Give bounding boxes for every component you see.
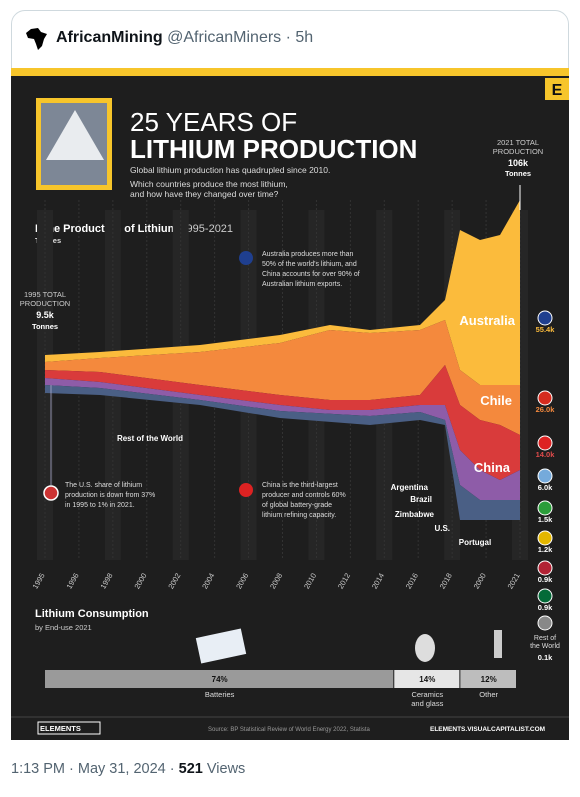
start-value: 9.5k	[36, 310, 55, 320]
flag-australia	[239, 251, 253, 265]
stream-label: Australia	[459, 313, 515, 328]
stream-label: Chile	[480, 393, 512, 408]
note-line: Australian lithium exports.	[262, 281, 342, 288]
total-unit: Tonnes	[505, 169, 531, 178]
consumption-name: Batteries	[205, 690, 235, 699]
chart-title: Mine Production of Lithium 1995-2021	[35, 223, 233, 235]
right-values: 55.4k 26.0k 14.0k 6.0k 1.5k 1.2k 0.9k 0.9k 0.1k	[536, 310, 556, 662]
tweet-header: AfricanMining @AfricanMiners · 5h	[56, 29, 313, 47]
handle-time[interactable]: @AfricanMiners · 5h	[167, 29, 314, 46]
stream-label: Zimbabwe	[395, 510, 435, 519]
start-label: 1995 TOTAL	[24, 290, 66, 299]
value-2021: 55.4k	[536, 325, 556, 334]
consumption-name: Ceramics and glass	[411, 690, 443, 708]
views-label: Views	[206, 761, 246, 777]
flag	[537, 588, 553, 604]
value-2021: 0.9k	[538, 603, 553, 612]
footer-source: Source: BP Statistical Review of World E…	[208, 727, 371, 733]
note-line: China is the third-largest	[262, 482, 338, 489]
start-label: PRODUCTION	[20, 299, 70, 308]
chart-years: 1995-2021	[180, 223, 233, 235]
note-line: production is down from 37%	[65, 492, 155, 499]
subtitle: and how have they changed over time?	[130, 189, 279, 199]
value-2021: 26.0k	[536, 405, 556, 414]
subtitle: Which countries produce the most lithium…	[130, 179, 288, 189]
consumption-value: 12%	[481, 675, 497, 684]
stream-label: Rest of the World	[117, 434, 183, 443]
avatar[interactable]	[24, 26, 50, 52]
note-line: 50% of the world's lithium, and	[262, 261, 357, 268]
brand-box	[37, 721, 101, 735]
stream-label: Portugal	[459, 538, 491, 547]
battery-icon	[195, 628, 247, 664]
footer-brand: ELEMENTS	[40, 724, 81, 733]
flag	[537, 615, 553, 631]
start-unit: Tonnes	[32, 322, 58, 331]
rest-label: the World	[530, 643, 560, 650]
consumption-name: Other	[479, 690, 498, 699]
consumption-value: 14%	[419, 675, 435, 684]
infographic: E 25 YEARS OF LITHIUM PRODUCTION Global …	[11, 68, 569, 740]
flag	[537, 310, 553, 326]
top-bar	[11, 68, 569, 76]
footer-site: ELEMENTS.VISUALCAPITALIST.COM	[430, 726, 545, 733]
note-line: China accounts for over 90% of	[262, 271, 360, 278]
consumption-segment	[45, 670, 394, 688]
consumption-bar: 74% Batteries 14% Ceramics and glass 12% Other	[45, 670, 516, 708]
spray-icon	[494, 630, 502, 658]
consumption-subtitle: by End-use 2021	[35, 623, 92, 632]
author-name[interactable]: AfricanMining	[56, 29, 163, 46]
total-label: 2021 TOTAL	[497, 138, 539, 147]
title-line2: LITHIUM PRODUCTION	[130, 134, 417, 164]
stream-label: Argentina	[391, 483, 429, 492]
consumption-segment	[394, 670, 460, 688]
logo-box	[545, 78, 569, 100]
flag	[537, 468, 553, 484]
flag	[537, 560, 553, 576]
stream-china	[45, 365, 520, 480]
tweet-footer: 1:13 PM · May 31, 2024 · 521 Views	[11, 761, 245, 777]
value-2021: 1.2k	[538, 545, 553, 554]
flag-us	[43, 485, 59, 501]
note-line: producer and controls 60%	[262, 492, 346, 499]
stream-label: China	[474, 460, 511, 475]
total-label: PRODUCTION	[493, 147, 543, 156]
views-count: 521	[178, 761, 203, 777]
note-line: Australia produces more than	[262, 251, 354, 258]
value-2021: 1.5k	[538, 515, 553, 524]
rest-label: Rest of	[534, 635, 556, 642]
flag	[537, 500, 553, 516]
note-line: of global battery-grade	[262, 502, 332, 509]
stream-australia	[45, 200, 520, 385]
flag-china	[239, 483, 253, 497]
subtitle: Global lithium production has quadrupled…	[130, 165, 330, 175]
photo-pile	[46, 110, 104, 160]
consumption-segment	[460, 670, 516, 688]
value-2021: 0.9k	[538, 575, 553, 584]
stream-label: Brazil	[410, 495, 432, 504]
value-2021: 6.0k	[538, 483, 553, 492]
consumption-title: Lithium Consumption	[35, 608, 149, 620]
consumption-value: 74%	[212, 675, 228, 684]
stream-rest	[45, 385, 520, 520]
value-2021: 0.1k	[538, 653, 553, 662]
total-value: 106k	[508, 158, 529, 168]
title-line1: 25 YEARS OF	[130, 107, 297, 137]
timestamp[interactable]: 1:13 PM · May 31, 2024 ·	[11, 761, 175, 777]
note-line: lithium refining capacity.	[262, 512, 336, 519]
stream-argentina	[45, 378, 520, 500]
stream-label: U.S.	[434, 524, 450, 533]
flag	[537, 530, 553, 546]
note-line: The U.S. share of lithium	[65, 482, 142, 489]
stream-chile	[45, 320, 520, 435]
flag	[537, 435, 553, 451]
notes: Australia produces more than 50% of the w…	[65, 251, 360, 519]
value-2021: 14.0k	[536, 450, 556, 459]
flag	[537, 390, 553, 406]
vase-icon	[415, 634, 435, 662]
note-line: in 1995 to 1% in 2021.	[65, 502, 135, 509]
logo: E	[552, 82, 563, 99]
